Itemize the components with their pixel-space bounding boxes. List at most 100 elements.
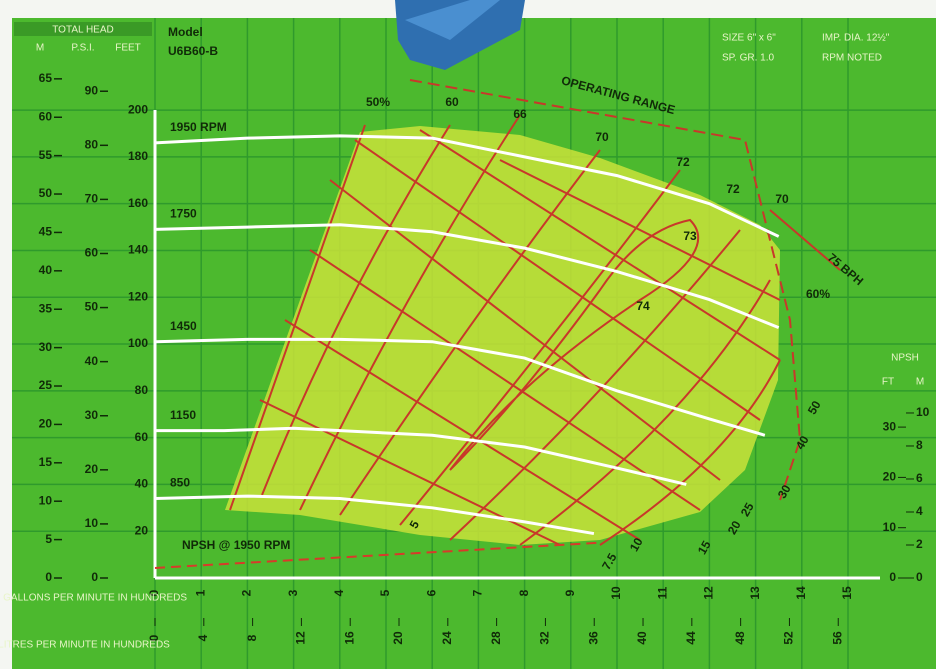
m-tick-label: 10 [39,493,53,507]
bhp-label: 40 [793,433,812,452]
series-label: NPSH @ 1950 RPM [182,538,290,552]
y-tick-label: 20 [135,523,149,537]
m-tick-label: 55 [39,148,53,162]
x2-axis-label: LITRES PER MINUTE IN HUNDREDS [0,640,170,651]
contour [449,229,741,541]
model-label: Model [168,25,203,39]
psi-tick-label: 10 [85,516,99,530]
contour [519,279,771,546]
series-label: 1950 RPM [170,120,227,134]
x-tick-label: 2 [240,589,254,596]
x-tick-label: 3 [286,589,300,596]
npsh-ft-label: FT [882,377,894,388]
x2-tick-label: 48 [733,631,747,645]
header-psi: P.S.I. [71,43,94,54]
model: U6B60-B [168,44,218,58]
contour [354,139,761,421]
npsh-label: NPSH [891,353,919,364]
efficiency-label: 50% [366,95,390,109]
m-tick-label: 30 [39,340,53,354]
efficiency-label: 72 [676,155,690,169]
bhp-label: 30 [775,482,794,501]
contour [261,124,451,496]
bhp-label: 15 [695,538,714,557]
npsh-m-label: M [916,377,924,388]
m-tick-label: 35 [39,301,53,315]
efficiency-contours [229,79,841,546]
x2-tick-label: 8 [245,634,259,641]
x2-tick-label: 36 [586,631,600,645]
x-tick-label: 5 [378,589,392,596]
efficiency-label: 72 [726,182,740,196]
y-tick-label: 100 [128,336,148,350]
header-total-head: TOTAL HEAD [52,25,114,36]
x2-tick-label: 52 [782,631,796,645]
efficiency-label: 70 [775,192,789,206]
x2-tick-label: 44 [684,631,698,645]
x2-tick-label: 24 [440,631,454,645]
m2-tick-label: 2 [916,537,923,551]
y-tick-label: 180 [128,149,148,163]
bhp-label: 50 [805,398,824,417]
x2-tick-label: 28 [489,631,503,645]
x-tick-label: 10 [609,586,623,600]
y-tick-label: 160 [128,196,148,210]
header-feet: FEET [115,43,141,54]
m-tick-label: 0 [45,570,52,584]
contour [419,129,781,361]
series-label: 850 [170,476,190,490]
m-tick-label: 15 [39,455,53,469]
imp-dia: IMP. DIA. 12½" [822,33,890,44]
bhp-label: 20 [725,518,744,537]
size: SIZE 6" x 6" [722,33,776,44]
x2-tick-label: 16 [342,631,356,645]
x2-tick-label: 32 [538,631,552,645]
m-tick-label: 50 [39,186,53,200]
y2-tick-label: 10 [883,520,897,534]
x-tick-label: 7 [471,589,485,596]
x-tick-label: 4 [332,589,346,596]
header-m: M [36,43,44,54]
x-tick-label: 11 [655,586,669,599]
y2-tick-label: 20 [883,470,897,484]
contour [599,359,781,546]
x-tick-label: 8 [517,589,531,596]
operating-range-boundary [409,79,802,501]
psi-tick-label: 80 [85,137,99,151]
series-line [154,494,595,536]
m-tick-label: 5 [45,532,52,546]
bhp-line [769,209,841,271]
efficiency-label: 70 [595,130,609,144]
sp-gr: SP. GR. 1.0 [722,53,775,64]
x2-tick-label: 20 [391,631,405,645]
y-tick-label: 80 [135,383,149,397]
x2-tick-label: 12 [294,631,308,645]
series-line [154,337,766,437]
m-tick-label: 20 [39,417,53,431]
efficiency-label: 74 [636,299,650,313]
psi-tick-label: 50 [85,300,99,314]
contour [499,159,781,301]
psi-tick-label: 30 [85,408,99,422]
psi-tick-label: 90 [85,83,99,97]
series-line [154,134,780,238]
m2-tick-label: 10 [916,405,930,419]
m2-tick-label: 6 [916,471,923,485]
x-tick-label: 14 [794,586,808,600]
x2-tick-label: 4 [196,634,210,641]
efficiency-label: 73 [683,229,697,243]
series-line [154,223,780,330]
y-tick-label: 200 [128,102,148,116]
x-tick-label: 13 [748,586,762,600]
bhp-label: 25 [738,500,757,519]
contour [309,249,701,511]
psi-tick-label: 20 [85,462,99,476]
psi-tick-label: 60 [85,246,99,260]
psi-tick-label: 0 [91,570,98,584]
series-line [155,426,687,486]
y-tick-label: 120 [128,289,148,303]
rpm-noted: RPM NOTED [822,53,882,64]
x2-tick-label: 40 [635,631,649,645]
y-tick-label: 60 [135,430,149,444]
